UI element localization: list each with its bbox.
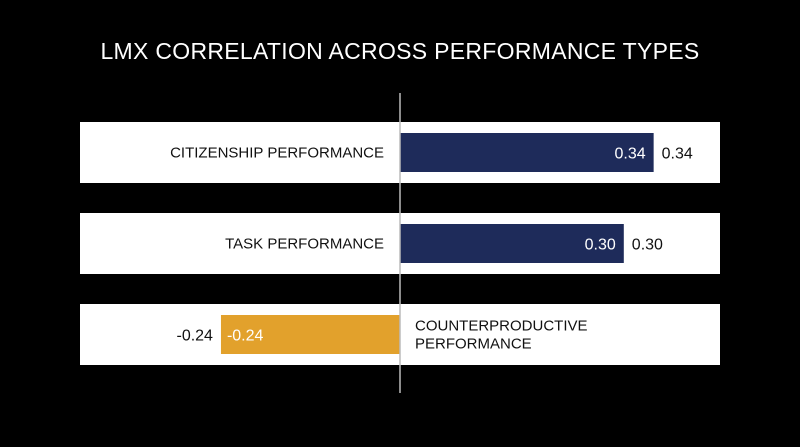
bar-task-performance (400, 224, 624, 263)
category-label-task-performance: TASK PERFORMANCE (225, 236, 384, 253)
value-label-inside-counterproductive-performance: -0.24 (227, 328, 264, 345)
value-label-inside-task-performance: 0.30 (585, 237, 616, 254)
value-label-outside-counterproductive-performance: -0.24 (176, 328, 213, 345)
chart-title: LMX CORRELATION ACROSS PERFORMANCE TYPES (100, 38, 700, 64)
bar-citizenship-performance (400, 133, 654, 172)
value-label-inside-citizenship-performance: 0.34 (614, 146, 645, 163)
category-label-counterproductive-performance: COUNTERPRODUCTIVE PERFORMANCE (415, 318, 588, 353)
bar-counterproductive-performance (220, 315, 400, 354)
value-label-outside-citizenship-performance: 0.34 (662, 146, 693, 163)
value-label-outside-task-performance: 0.30 (632, 237, 663, 254)
category-label-citizenship-performance: CITIZENSHIP PERFORMANCE (170, 145, 384, 162)
